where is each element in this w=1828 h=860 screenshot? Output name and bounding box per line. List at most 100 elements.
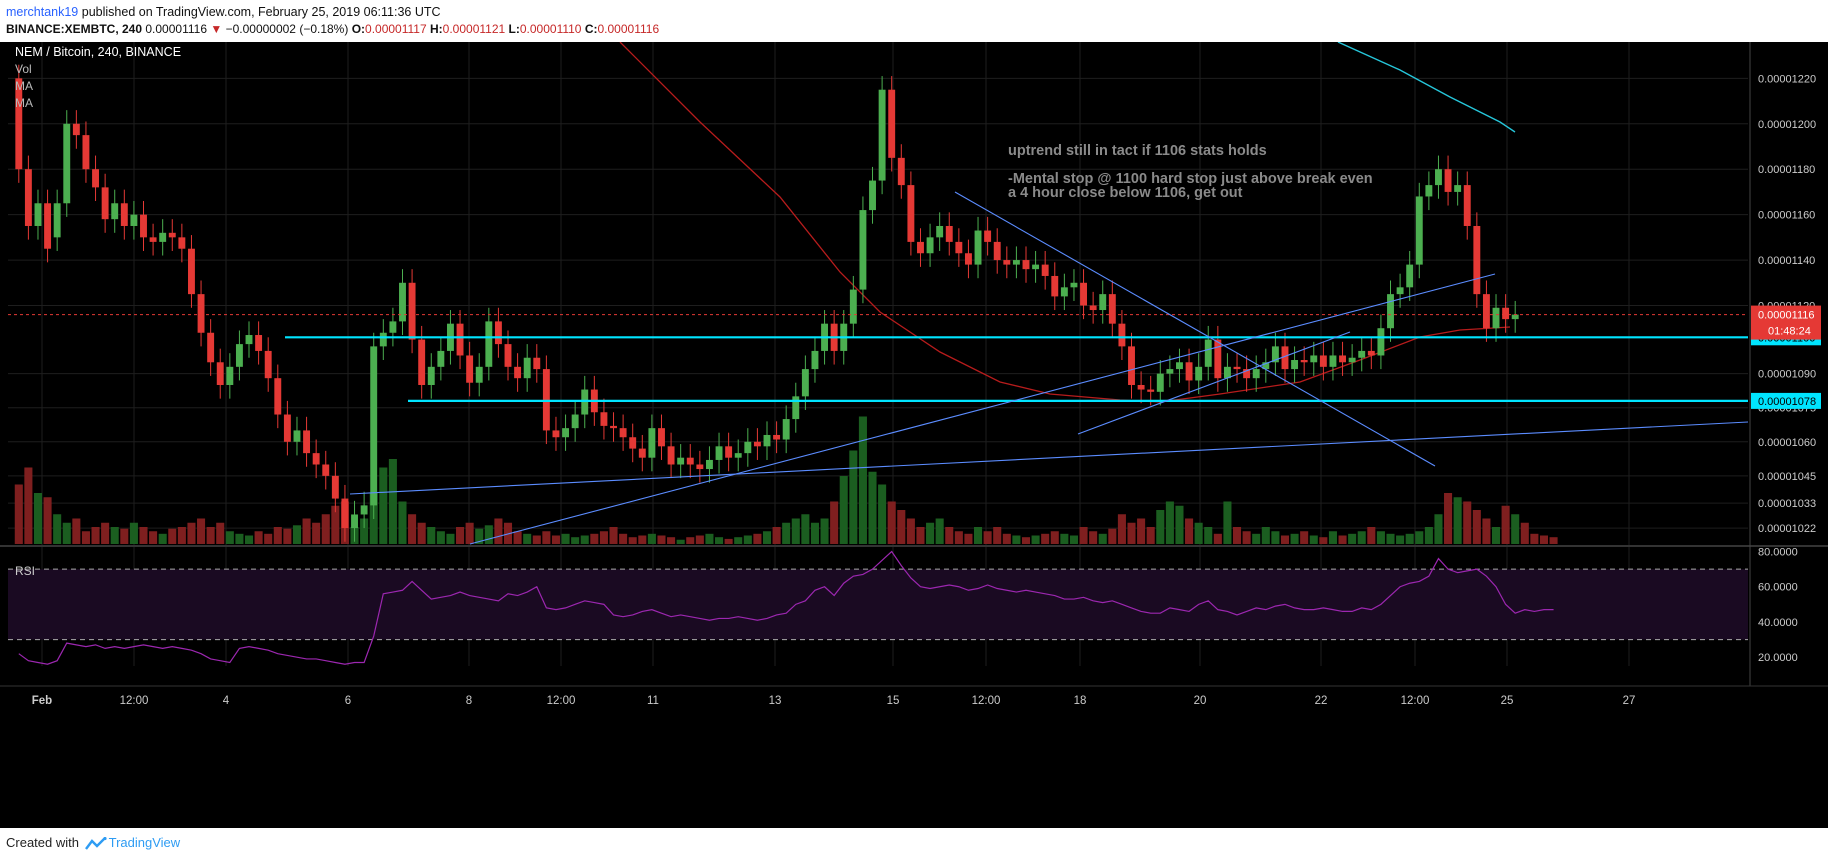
- candle-body: [715, 446, 723, 460]
- x-tick-label: Feb: [32, 695, 52, 707]
- candle-body: [926, 237, 934, 254]
- candle-body: [197, 294, 205, 333]
- candle-body: [907, 185, 915, 242]
- volume-bar: [1165, 501, 1174, 544]
- candle-body: [964, 253, 972, 265]
- last-price-tag: [1751, 305, 1821, 340]
- last-price-label: 0.00001116: [1758, 310, 1814, 322]
- close-label: C:: [584, 22, 598, 36]
- author-link[interactable]: merchtank19: [6, 5, 79, 19]
- volume-bar: [1280, 535, 1290, 544]
- candle-body: [1310, 355, 1318, 363]
- volume-bar: [1137, 518, 1146, 544]
- volume-bar: [839, 476, 848, 544]
- volume-bar: [388, 459, 397, 544]
- volume-bar: [1424, 527, 1433, 544]
- candle-body: [207, 332, 215, 363]
- x-tick-label: 18: [1074, 695, 1087, 707]
- candle-body: [610, 425, 617, 429]
- volume-bar: [667, 537, 676, 544]
- volume-bar: [53, 514, 62, 544]
- x-tick-label: 6: [345, 695, 351, 707]
- x-tick-label: 8: [466, 695, 472, 707]
- candle-body: [542, 369, 550, 431]
- candle-body: [1195, 366, 1203, 381]
- candle-body: [782, 419, 790, 440]
- candle-body: [82, 135, 90, 170]
- footer: Created with TradingView: [6, 835, 180, 851]
- candle-body: [1425, 185, 1433, 197]
- candle-body: [811, 350, 819, 370]
- candle-body: [955, 241, 963, 254]
- candle-body: [1243, 369, 1251, 379]
- candle-body: [1156, 373, 1164, 392]
- candle-body: [63, 123, 71, 204]
- candle-body: [389, 321, 397, 333]
- candle-body: [1137, 384, 1145, 390]
- change-value: −0.00000002 (−0.18%): [225, 22, 349, 36]
- candle-body: [1454, 185, 1462, 192]
- candle-body: [744, 441, 752, 454]
- candle-body: [667, 446, 675, 465]
- volume-bars: [14, 416, 1558, 544]
- candle-body: [562, 428, 570, 438]
- volume-bar: [436, 531, 445, 544]
- candle-body: [1502, 307, 1510, 320]
- published-text: published on TradingView.com, February 2…: [81, 5, 441, 19]
- candle-body: [1204, 339, 1212, 367]
- candle-body: [1482, 294, 1490, 329]
- volume-bar: [1396, 535, 1405, 544]
- volume-bar: [1328, 531, 1337, 544]
- volume-bar: [225, 531, 234, 544]
- volume-bar: [1434, 514, 1443, 544]
- candle-body: [1339, 355, 1346, 363]
- candle-body: [1147, 389, 1155, 392]
- candle-body: [888, 89, 896, 158]
- volume-bar: [619, 533, 628, 544]
- candle-body: [168, 232, 176, 238]
- candle-body: [1118, 323, 1126, 347]
- tradingview-logo-icon: [84, 836, 107, 850]
- rsi-pane: [0, 545, 1828, 665]
- volume-bar: [964, 533, 973, 544]
- volume-bar: [1060, 533, 1069, 544]
- candle-body: [1252, 369, 1260, 379]
- volume-bar: [974, 527, 983, 544]
- candle-body: [1473, 225, 1481, 295]
- volume-bar: [1482, 518, 1491, 544]
- volume-bar: [331, 505, 340, 544]
- tradingview-brand[interactable]: TradingView: [108, 835, 181, 850]
- candle-body: [111, 203, 119, 220]
- x-tick-label: 25: [1501, 695, 1514, 707]
- volume-bar: [120, 528, 129, 544]
- candle-body: [427, 366, 435, 385]
- volume-bar: [1491, 527, 1501, 544]
- volume-bar: [379, 467, 388, 544]
- annotation-line-3: a 4 hour close below 1106, get out: [1008, 185, 1243, 201]
- candle-body: [514, 366, 522, 379]
- volume-bar: [1012, 535, 1021, 544]
- candle-body: [331, 475, 339, 499]
- trend-line: [1077, 331, 1351, 435]
- candle-body: [1223, 366, 1231, 379]
- chart-area[interactable]: 0.00001220 0.00001200 0.00001180 0.00001160…: [0, 42, 1828, 828]
- volume-bar: [33, 493, 43, 544]
- volume-bar: [580, 535, 589, 544]
- volume-bar: [1530, 533, 1539, 544]
- candle-body: [226, 366, 234, 385]
- volume-bar: [216, 522, 225, 544]
- volume-bar: [724, 538, 733, 544]
- volume-bar: [1204, 527, 1213, 544]
- candle-body: [379, 332, 387, 347]
- candle-body: [1387, 294, 1394, 329]
- candle-body: [1022, 260, 1030, 270]
- open-value: 0.00001117: [365, 22, 427, 36]
- volume-bar: [926, 522, 935, 544]
- y-tick-label: 0.00001033: [1758, 498, 1816, 510]
- volume-bar: [705, 533, 714, 544]
- volume-bar: [1002, 533, 1011, 544]
- candle-body: [686, 457, 694, 465]
- candle-body: [581, 389, 589, 415]
- candle-body: [466, 355, 474, 383]
- candle-body: [101, 187, 109, 220]
